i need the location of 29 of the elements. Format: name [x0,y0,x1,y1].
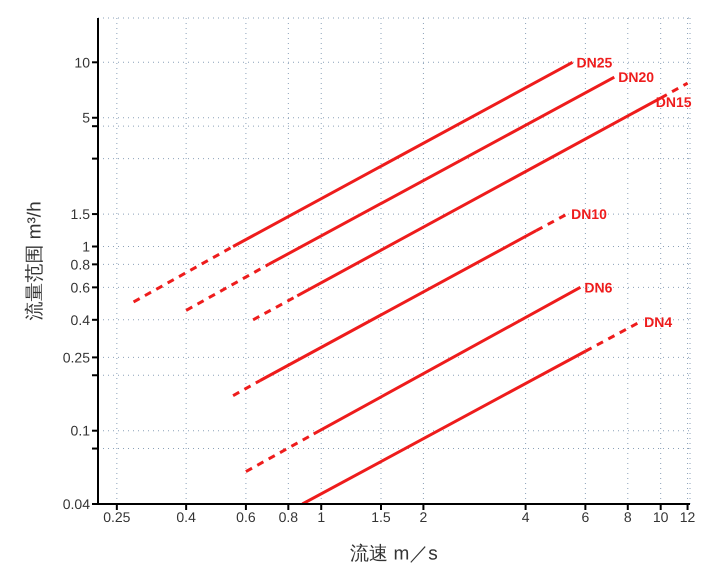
y-tick-label: 0.8 [70,256,90,272]
series-label: DN6 [584,279,613,296]
series-label: DN20 [618,69,654,86]
y-tick-label: 1 [82,238,90,254]
x-tick-label: 8 [624,508,632,525]
y-tick-label: 0.1 [70,422,90,439]
y-tick-label: 0.04 [62,496,90,512]
series-label: DN10 [571,206,608,222]
y-tick-label: 5 [82,110,90,126]
series-label: DN4 [644,314,672,330]
x-tick-label: 0.6 [236,508,256,525]
x-tick-label: 2 [420,508,428,525]
x-tick-label: 1 [317,508,326,525]
y-tick-label: 0.6 [70,279,90,296]
y-tick-label: 0.4 [70,312,90,328]
series-label: DN25 [576,54,613,70]
y-axis-title: 流量范围 m³/h [24,201,46,321]
x-axis-title: 流速 m／s [350,542,438,564]
x-tick-label: 4 [522,508,530,525]
x-tick-label: 0.4 [176,508,196,525]
y-tick-label: 0.25 [62,349,90,366]
y-tick-label: 10 [74,54,90,70]
x-tick-label: 6 [581,508,590,525]
x-tick-label: 0.25 [103,508,131,525]
x-tick-label: 12 [680,508,696,525]
y-tick-label: 1.5 [70,206,90,222]
x-tick-label: 1.5 [371,508,391,525]
x-tick-label: 0.8 [278,508,298,525]
x-tick-label: 10 [652,508,669,525]
